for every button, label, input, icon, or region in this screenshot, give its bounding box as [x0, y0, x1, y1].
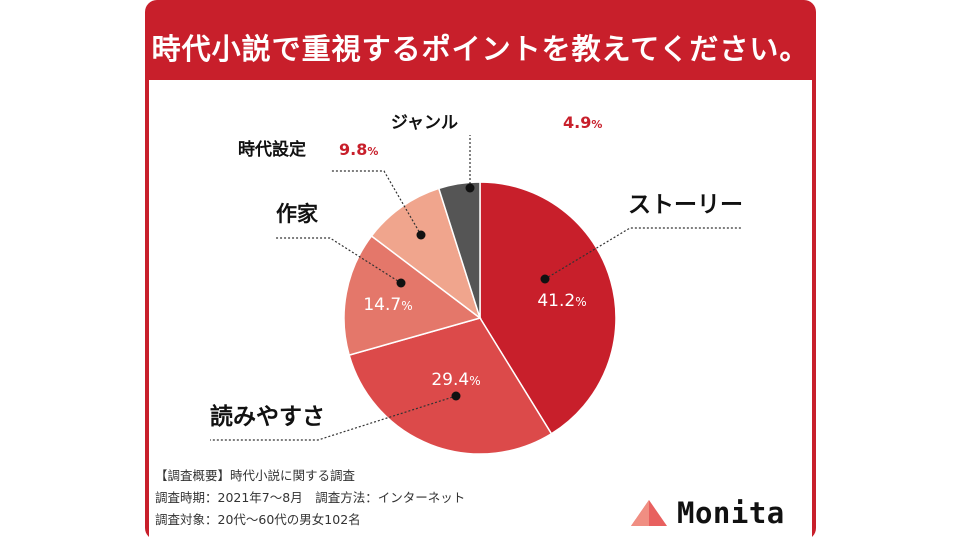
- leader-dot-genre: [465, 183, 475, 193]
- leader-dot-author: [396, 278, 406, 288]
- pie-slice-genre: [437, 181, 481, 319]
- leader-dot-story: [540, 274, 550, 284]
- value-label-story: 41.2%: [537, 291, 586, 311]
- pie-slice-story: [479, 181, 617, 435]
- chart-title: 時代小説で重視するポイントを教えてください。: [151, 32, 810, 66]
- pie-slice-author: [343, 234, 482, 357]
- value-label-era-setting: 9.8%: [339, 140, 378, 159]
- leader-line-author: [275, 237, 402, 284]
- survey-note-summary: 【調査概要】時代小説に関する調査: [155, 468, 356, 483]
- survey-note-target: 調査対象：20代〜60代の男女102名: [155, 512, 361, 527]
- value-label-author: 14.7%: [363, 295, 412, 315]
- value-label-readability: 29.4%: [431, 370, 480, 390]
- triangle-logo-icon: [631, 500, 667, 526]
- brand-logo: Monita: [627, 493, 817, 533]
- leader-line-readability: [210, 395, 457, 441]
- pie-slice-era-setting: [370, 187, 482, 321]
- category-label-readability: 読みやすさ: [210, 403, 325, 430]
- leader-dot-era-setting: [416, 230, 426, 240]
- survey-note-period-method: 調査時期：2021年7〜8月 調査方法：インターネット: [155, 490, 466, 505]
- leader-line-era-setting: [330, 170, 422, 236]
- value-label-genre: 4.9%: [563, 113, 602, 132]
- category-label-genre: ジャンル: [391, 113, 458, 133]
- leader-line-story: [544, 227, 742, 280]
- leader-dot-readability: [451, 391, 461, 401]
- pie-slice-readability: [348, 317, 553, 455]
- brand-name: Monita: [677, 496, 785, 530]
- category-label-story: ストーリー: [628, 192, 743, 218]
- category-label-era-setting: 時代設定: [238, 139, 306, 160]
- category-label-author: 作家: [276, 202, 319, 226]
